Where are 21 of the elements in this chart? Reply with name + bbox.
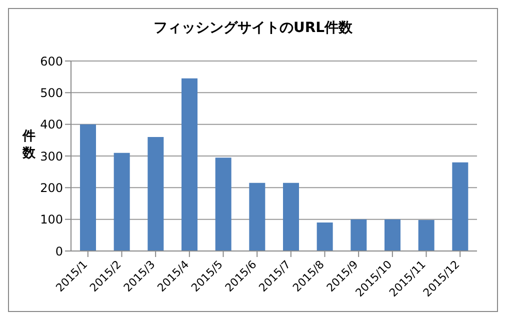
bar (80, 124, 96, 251)
bar (452, 162, 468, 251)
bar (182, 78, 198, 251)
bar (249, 182, 266, 251)
bar (418, 220, 434, 251)
bar (283, 182, 299, 251)
y-tick-label: 400 (40, 118, 63, 132)
chart-title: フィッシングサイトのURL件数 (152, 19, 354, 37)
y-tick-label: 200 (40, 180, 63, 195)
y-tick-label: 0 (55, 244, 63, 258)
y-tick-label: 300 (40, 149, 63, 164)
bar (148, 137, 164, 251)
bar (114, 152, 130, 251)
bar (384, 219, 400, 251)
bar (215, 158, 232, 251)
y-tick-label: 600 (40, 54, 63, 68)
bar (316, 222, 333, 251)
y-tick-label: 100 (40, 212, 63, 227)
y-tick-label: 500 (40, 86, 63, 100)
bar (350, 219, 367, 251)
y-axis-title: 件数 (22, 129, 36, 161)
